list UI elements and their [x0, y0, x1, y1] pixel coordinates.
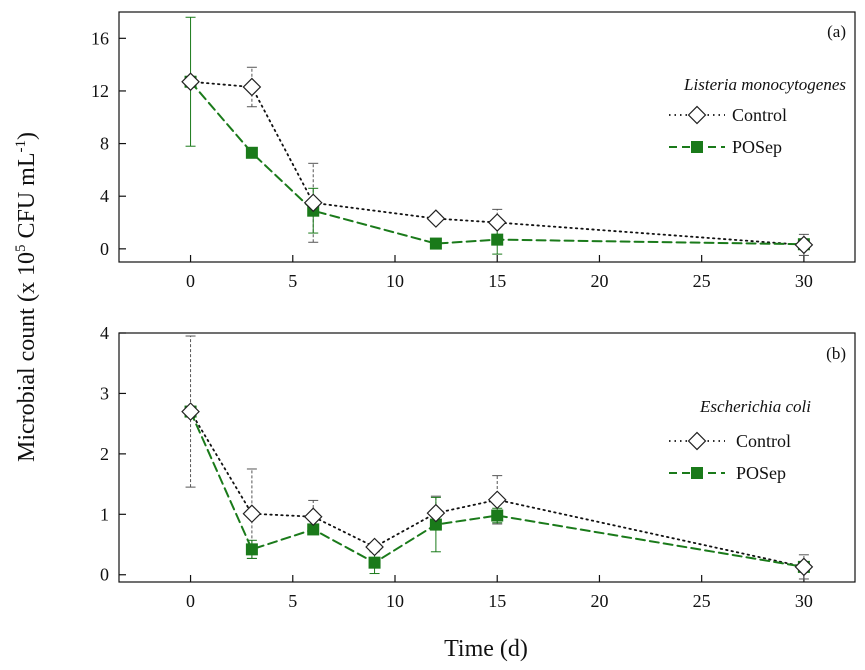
panel-a-ytick-label-0: 0: [100, 239, 109, 259]
panel-b-xtick-label-3: 15: [488, 591, 506, 611]
panel-a-ytick-label-2: 8: [100, 134, 109, 154]
panel-b-control-point-6: [794, 557, 814, 577]
panel-b-label: (b): [826, 344, 846, 363]
panel-b-xtick-label-5: 25: [693, 591, 711, 611]
panel-a-control-point-0: [181, 72, 200, 92]
panel-b: 0 1 2 3 4 0 5 10 15 20 25 30 (b) Escherichia coli C…: [100, 323, 856, 611]
panel-b-posep-point-3: [368, 556, 381, 569]
panel-a-control-errorbar-2: [308, 162, 319, 243]
x-axis-label: Time (d): [444, 636, 528, 662]
panel-a-label: (a): [827, 22, 846, 41]
panel-a-control-point-4: [487, 213, 507, 232]
panel-b-ytick-label-2: 2: [100, 444, 109, 464]
panel-b-xtick-label-4: 20: [590, 591, 608, 611]
legend-a-control-label: Control: [732, 105, 787, 125]
legend-b-control: Control: [669, 431, 791, 451]
panel-a-control-point-2: [303, 193, 323, 213]
panel-a-xtick-label-0: 0: [186, 271, 195, 291]
panel-a-control-markers: [181, 72, 814, 255]
panel-a-control-line: [189, 80, 805, 246]
panel-b-posep-point-4: [429, 518, 442, 531]
panel-b-control-point-2: [303, 507, 323, 527]
panel-b-xtick-label-0: 0: [186, 591, 195, 611]
panel-b-ytick-label-1: 1: [100, 504, 109, 524]
panel-b-frame: [118, 332, 856, 583]
panel-a-posep-line: [189, 80, 805, 246]
panel-b-control-point-3: [365, 537, 384, 557]
legend-a-posep: POSep: [669, 137, 782, 157]
panel-a-xtick-label-1: 5: [288, 271, 297, 291]
panel-a-ytick-label-4: 16: [91, 28, 109, 48]
panel-b-control-point-4: [426, 503, 446, 523]
panel-b-control-point-1: [242, 504, 262, 524]
legend-b-control-label: Control: [736, 431, 791, 451]
panel-b-posep-point-2: [307, 523, 320, 536]
panel-b-control-point-0: [181, 402, 200, 421]
legend-b-posep-marker: [691, 467, 703, 479]
panel-b-posep-point-1: [245, 543, 258, 556]
legend-a-control-marker: [687, 105, 707, 125]
panel-a-axes: 0 4 8 12 16 0 5 10 15 20 25 30: [91, 28, 813, 291]
panel-b-xtick-label-2: 10: [386, 591, 404, 611]
panel-a-series-control: [189, 66, 809, 256]
panel-a-xtick-label-6: 30: [795, 271, 813, 291]
legend-a-posep-label: POSep: [732, 137, 782, 157]
panel-b-posep-line: [189, 410, 805, 568]
panel-b-control-point-5: [487, 490, 507, 510]
panel-b-xtick-label-6: 30: [795, 591, 813, 611]
panel-b-series-posep: [189, 410, 809, 575]
panel-a-ytick-label-3: 12: [91, 81, 109, 101]
legend-a-posep-marker: [691, 141, 703, 153]
panel-a-xtick-label-3: 15: [488, 271, 506, 291]
panel-a-control-errorbar-1: [246, 66, 257, 108]
panel-b-control-errorbar-5: [492, 475, 503, 525]
panel-b-organism: Escherichia coli: [699, 397, 811, 416]
panel-a-organism: Listeria monocytogenes: [683, 75, 846, 94]
panel-a-legend: Control POSep: [669, 105, 787, 157]
legend-b-posep-label: POSep: [736, 463, 786, 483]
panel-a-posep-point-1: [245, 146, 258, 159]
legend-b-control-marker: [687, 431, 707, 451]
panel-b-plot-area: [181, 335, 814, 580]
panel-a-posep-point-3: [429, 237, 442, 250]
panel-b-ytick-label-4: 4: [100, 323, 109, 343]
panel-a-ytick-label-1: 4: [100, 186, 109, 206]
panel-b-legend: Control POSep: [669, 431, 791, 483]
panel-a-control-point-3: [426, 209, 446, 228]
panel-a-control-point-5: [794, 235, 814, 255]
panel-a-frame: [118, 11, 856, 263]
panel-b-posep-point-5: [491, 509, 504, 522]
panel-a: 0 4 8 12 16 0 5 10 15 20 25 30 (a) Listeria monocyt…: [91, 11, 856, 291]
panel-a-xtick-label-5: 25: [693, 271, 711, 291]
panel-b-control-markers: [181, 402, 814, 577]
panel-a-xtick-label-2: 10: [386, 271, 404, 291]
panel-a-xtick-label-4: 20: [590, 271, 608, 291]
legend-a-control: Control: [669, 105, 787, 125]
panel-a-posep-point-4: [491, 233, 504, 246]
panel-b-ytick-label-0: 0: [100, 565, 109, 585]
panel-b-axes: 0 1 2 3 4 0 5 10 15 20 25 30: [100, 323, 813, 611]
panel-b-series-control: [185, 335, 809, 580]
panel-a-control-point-1: [242, 77, 262, 97]
panel-b-ytick-label-3: 3: [100, 383, 109, 403]
panel-b-control-line: [189, 410, 805, 568]
panel-b-xtick-label-1: 5: [288, 591, 297, 611]
y-axis-label: Microbial count (x 105 CFU mL-1): [13, 132, 40, 462]
legend-b-posep: POSep: [669, 463, 786, 483]
panel-a-plot-area: [181, 16, 814, 256]
